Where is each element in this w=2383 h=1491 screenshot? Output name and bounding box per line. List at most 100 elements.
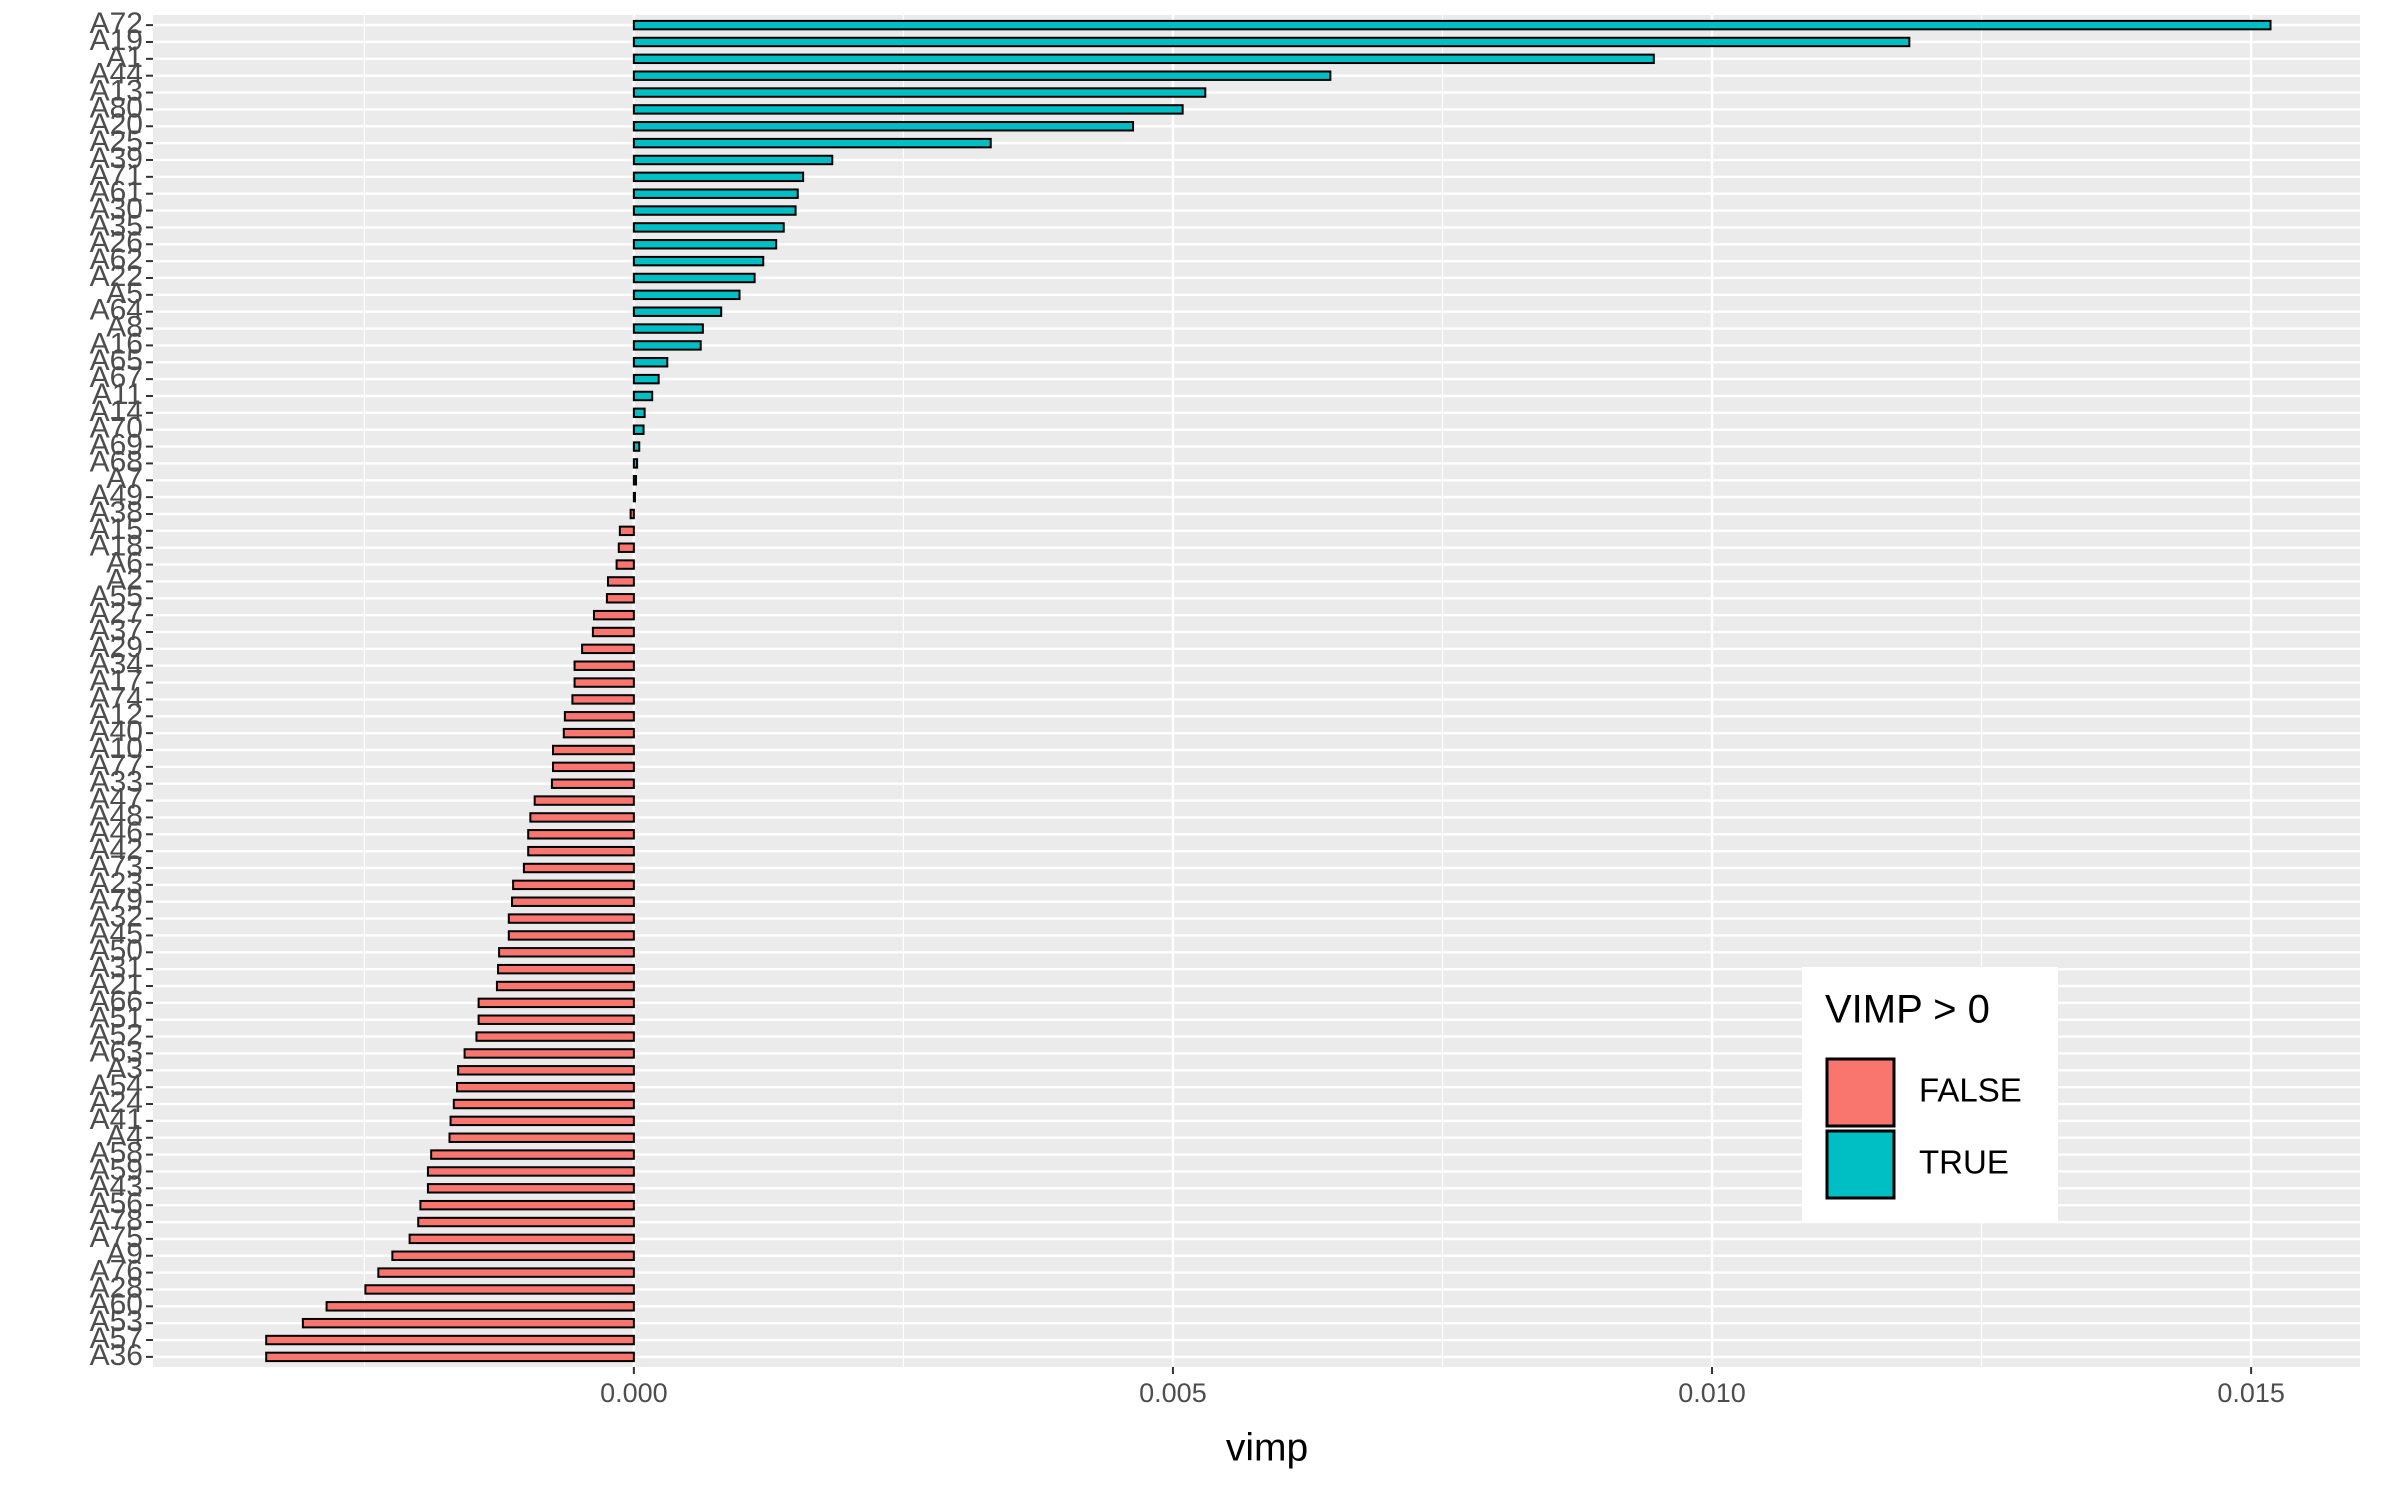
bar <box>632 188 799 199</box>
y-tick-label: A77 <box>90 749 143 782</box>
bar <box>527 845 635 857</box>
bar <box>495 980 635 992</box>
bar <box>632 306 723 317</box>
y-tick-label: A39 <box>90 142 143 175</box>
bar <box>618 525 635 537</box>
y-tick-label: A68 <box>90 445 143 478</box>
y-tick-label: A75 <box>90 1221 143 1254</box>
bar <box>497 963 635 975</box>
y-tick-label: A11 <box>92 378 143 411</box>
y-tick-label: A20 <box>90 108 143 141</box>
y-tick-label: A69 <box>90 428 143 461</box>
y-tick-label: A44 <box>90 58 143 91</box>
y-tick-label: A28 <box>90 1271 143 1304</box>
bar <box>632 458 639 469</box>
bar <box>507 913 635 924</box>
y-tick-label: A23 <box>90 867 143 900</box>
x-tick-label: 0.005 <box>1139 1378 1207 1408</box>
y-tick-label: A4 <box>106 1120 143 1153</box>
bar <box>571 694 635 705</box>
y-tick-label: A5 <box>106 277 143 310</box>
y-tick-label: A18 <box>90 530 143 563</box>
y-tick-label: A49 <box>90 479 143 512</box>
y-tick-label: A63 <box>90 1035 143 1068</box>
x-tick-label: 0.015 <box>2217 1378 2285 1408</box>
y-tick-label: A48 <box>90 799 143 832</box>
bar <box>592 609 635 621</box>
bar <box>457 1065 635 1076</box>
y-tick-label: A15 <box>90 513 143 546</box>
y-tick-label: A2 <box>106 563 143 596</box>
y-tick-label: A79 <box>90 884 143 917</box>
y-tick-label: A38 <box>90 496 143 529</box>
y-tick-label: A43 <box>90 1170 143 1203</box>
y-tick-label: A45 <box>90 917 143 950</box>
bar <box>632 407 646 419</box>
y-tick-label: A74 <box>90 681 143 714</box>
bar <box>632 255 765 267</box>
bar <box>632 53 1655 65</box>
bar <box>632 272 756 284</box>
y-tick-label: A52 <box>90 1019 143 1052</box>
y-tick-label: A59 <box>90 1153 143 1186</box>
y-tick-label: A70 <box>90 412 143 445</box>
legend-key <box>1825 1129 1896 1200</box>
bar <box>581 643 635 655</box>
bar <box>512 879 635 891</box>
y-tick-label: A58 <box>90 1137 143 1170</box>
y-tick-label: A17 <box>90 664 143 697</box>
bar <box>551 744 635 756</box>
y-tick-label: A27 <box>90 597 143 630</box>
bar <box>632 289 741 301</box>
bar <box>632 87 1207 98</box>
y-tick-label: A65 <box>90 344 143 377</box>
legend-label: TRUE <box>1919 1144 2009 1181</box>
bar <box>632 104 1184 115</box>
bar <box>475 1031 635 1042</box>
x-tick-label: 0.010 <box>1678 1378 1746 1408</box>
y-tick-label: A56 <box>90 1187 143 1220</box>
bar <box>632 491 636 503</box>
y-tick-label: A32 <box>90 901 143 934</box>
bar <box>605 593 635 604</box>
y-tick-label: A37 <box>90 614 143 647</box>
bar <box>632 36 1911 48</box>
bar <box>563 711 635 722</box>
y-tick-label: A62 <box>90 243 143 276</box>
bar <box>632 70 1332 81</box>
y-tick-label: A12 <box>90 698 143 731</box>
y-tick-label: A22 <box>90 260 143 293</box>
bar <box>522 862 635 874</box>
bar <box>632 424 645 435</box>
y-tick-label: A3 <box>106 1052 143 1085</box>
y-tick-label: A8 <box>106 310 143 343</box>
bar <box>477 997 635 1009</box>
x-tick-label: 0.000 <box>600 1378 668 1408</box>
bar <box>511 896 635 907</box>
y-tick-label: A67 <box>90 361 143 394</box>
bar <box>632 475 638 486</box>
bar <box>562 727 635 739</box>
bar <box>617 542 635 553</box>
bar <box>550 778 635 789</box>
bar <box>265 1351 635 1363</box>
bar <box>632 154 834 166</box>
bar <box>364 1284 635 1295</box>
y-tick-label: A24 <box>90 1086 143 1119</box>
y-tick-label: A30 <box>90 192 143 225</box>
legend: VIMP > 0 FALSE TRUE <box>1802 967 2058 1223</box>
y-tick-label: A71 <box>90 159 143 192</box>
y-tick-label: A10 <box>90 732 143 765</box>
y-tick-label: A53 <box>90 1305 143 1338</box>
bar <box>632 323 704 334</box>
y-tick-label: A13 <box>90 74 143 107</box>
bar <box>632 171 805 183</box>
bar <box>408 1233 635 1245</box>
y-tick-label: A14 <box>90 395 143 428</box>
bar <box>632 205 797 216</box>
y-tick-label: A51 <box>90 1002 143 1035</box>
y-tick-label: A19 <box>90 24 143 57</box>
bar <box>529 812 635 823</box>
